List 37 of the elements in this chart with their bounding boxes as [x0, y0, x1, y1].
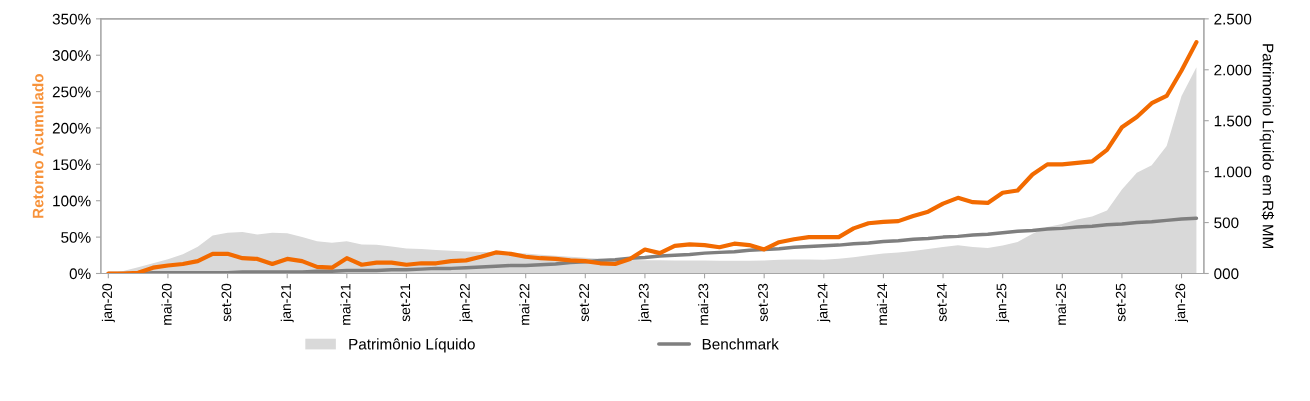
x-tick-label: mai-25: [1055, 283, 1067, 325]
x-tick-label: jan-22: [459, 283, 473, 323]
y-tick-label: 300%: [52, 50, 91, 61]
y2-tick-label: 1.000: [1214, 166, 1252, 178]
y2-tick-label: 2.000: [1214, 64, 1252, 76]
y-tick-label: 250%: [52, 86, 91, 98]
x-tick-label: set-20: [221, 283, 232, 322]
y-tick-label: 0%: [69, 268, 91, 280]
y-tick-label: 150%: [53, 159, 91, 171]
x-tick-label: mai-20: [161, 283, 172, 325]
x-tick-label: jan-21: [280, 283, 294, 323]
y-tick-label: 350%: [52, 13, 91, 25]
y2-axis-title: Patrimonio Líquido em R$ MM: [1259, 44, 1275, 249]
x-tick-label: mai-23: [698, 283, 709, 325]
y2-tick-label: 500: [1214, 217, 1239, 229]
y2-tick-label: 2.500: [1214, 13, 1252, 25]
y2-tick-label: 000: [1214, 268, 1239, 280]
x-tick-label: jan-26: [1175, 283, 1189, 323]
y-tick-label: 50%: [61, 231, 91, 243]
x-tick-label: mai-21: [340, 283, 351, 325]
x-tick-label: set-22: [579, 283, 590, 322]
legend-label: Patrimônio Líquido: [349, 338, 475, 353]
x-tick-label: jan-25: [996, 283, 1010, 323]
x-tick-label: mai-22: [519, 283, 530, 325]
x-tick-label: jan-23: [638, 283, 652, 323]
x-tick-label: set-21: [400, 283, 411, 322]
x-tick-label: set-25: [1115, 283, 1126, 322]
legend-label: Benchmark: [702, 338, 779, 350]
y-tick-label: 100%: [53, 195, 91, 207]
y2-tick-label: 1.500: [1214, 115, 1252, 127]
x-tick-label: set-23: [758, 283, 768, 322]
x-tick-label: mai-24: [876, 283, 888, 325]
y-tick-label: 200%: [52, 122, 91, 134]
x-tick-label: jan-20: [101, 283, 115, 323]
x-tick-label: jan-24: [817, 283, 831, 323]
y-axis-title: Retorno Acumulado: [32, 74, 44, 218]
x-tick-label: set-24: [936, 283, 947, 322]
